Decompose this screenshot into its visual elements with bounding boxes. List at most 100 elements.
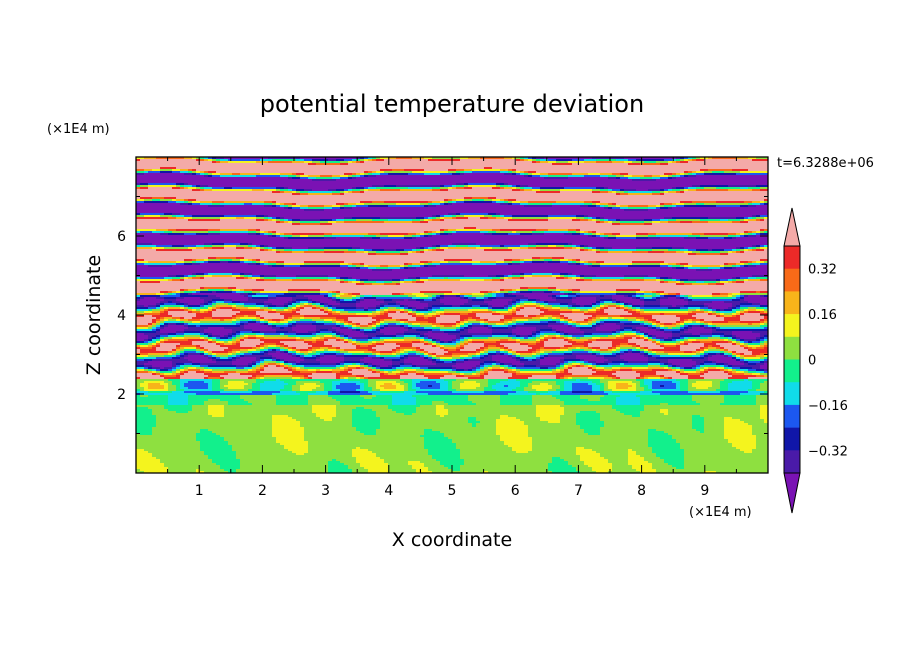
contour-cell [672, 187, 677, 190]
contour-cell [396, 381, 405, 384]
contour-cell [648, 337, 653, 340]
contour-cell [620, 325, 645, 328]
contour-cell [528, 359, 533, 362]
contour-cell [664, 377, 669, 380]
contour-cell [548, 325, 569, 328]
contour-cell [572, 335, 585, 338]
contour-cell [640, 297, 645, 300]
contour-cell [632, 263, 661, 266]
contour-cell [160, 319, 165, 322]
contour-cell [664, 205, 673, 208]
contour-cell [176, 185, 181, 188]
contour-cell [732, 337, 737, 340]
contour-cell [464, 357, 473, 360]
contour-cell [424, 337, 429, 340]
contour-cell [736, 337, 741, 340]
contour-cell [484, 343, 501, 346]
contour-cell [176, 349, 181, 352]
contour-cell [728, 341, 733, 344]
contour-cell [240, 293, 249, 296]
contour-cell [712, 307, 729, 310]
contour-cell [340, 193, 345, 196]
contour-cell [716, 313, 721, 316]
contour-cell [656, 233, 693, 236]
contour-cell [560, 369, 565, 372]
contour-cell [408, 329, 417, 332]
contour-cell [520, 291, 533, 294]
contour-cell [296, 275, 329, 278]
contour-cell [524, 157, 529, 160]
contour-cell [336, 279, 341, 282]
contour-cell [196, 199, 445, 202]
contour-cell [580, 323, 589, 326]
contour-cell [304, 359, 317, 362]
contour-cell [276, 363, 281, 366]
contour-cell [608, 219, 617, 222]
contour-cell [744, 363, 749, 366]
contour-cell [348, 281, 353, 284]
contour-cell [744, 361, 749, 364]
contour-cell [524, 307, 537, 310]
contour-cell [636, 337, 641, 340]
contour-cell [516, 185, 521, 188]
contour-cell [764, 307, 768, 310]
contour-cell [720, 265, 725, 268]
contour-cell [672, 159, 677, 162]
contour-cell [176, 367, 181, 370]
contour-cell [576, 321, 589, 324]
contour-cell [232, 299, 249, 302]
contour-cell [252, 375, 257, 378]
contour-cell [504, 367, 509, 370]
contour-cell [540, 307, 545, 310]
contour-cell [668, 377, 673, 380]
contour-cell [684, 331, 713, 334]
contour-cell [604, 309, 625, 312]
contour-cell [348, 293, 353, 296]
contour-cell [480, 317, 505, 320]
contour-cell [168, 201, 177, 204]
contour-cell [408, 265, 413, 268]
contour-cell [296, 321, 317, 324]
contour-cell [552, 351, 565, 354]
contour-cell [220, 339, 229, 342]
contour-cell [212, 175, 221, 178]
contour-cell [288, 291, 321, 294]
contour-cell [372, 157, 377, 160]
contour-cell [640, 377, 645, 380]
contour-cell [372, 219, 389, 222]
contour-cell [416, 267, 673, 270]
contour-cell [736, 247, 741, 250]
contour-cell [608, 375, 617, 378]
contour-cell [264, 309, 273, 312]
contour-cell [544, 339, 549, 342]
contour-cell [672, 161, 677, 164]
contour-cell [256, 335, 265, 338]
contour-cell [608, 317, 613, 320]
contour-cell [232, 309, 241, 312]
contour-cell [196, 289, 201, 292]
contour-cell [404, 305, 409, 308]
contour-cell [156, 331, 161, 334]
contour-cell [616, 191, 625, 194]
contour-cell [440, 297, 445, 300]
contour-cell [196, 159, 201, 162]
contour-cell [148, 339, 153, 342]
contour-cell [272, 303, 285, 306]
contour-cell [604, 377, 613, 380]
contour-cell [500, 185, 509, 188]
contour-cell [412, 313, 417, 316]
contour-cell [200, 349, 205, 352]
contour-cell [644, 277, 657, 280]
contour-cell [368, 187, 377, 190]
contour-cell [336, 295, 341, 298]
contour-cell [136, 261, 149, 264]
contour-cell [708, 345, 713, 348]
contour-cell [248, 315, 257, 318]
contour-cell [208, 365, 237, 368]
contour-cell [708, 305, 733, 308]
contour-cell [616, 349, 621, 352]
contour-cell [700, 319, 705, 322]
contour-cell [764, 335, 768, 338]
contour-cell [228, 383, 249, 386]
contour-cell [280, 251, 293, 254]
